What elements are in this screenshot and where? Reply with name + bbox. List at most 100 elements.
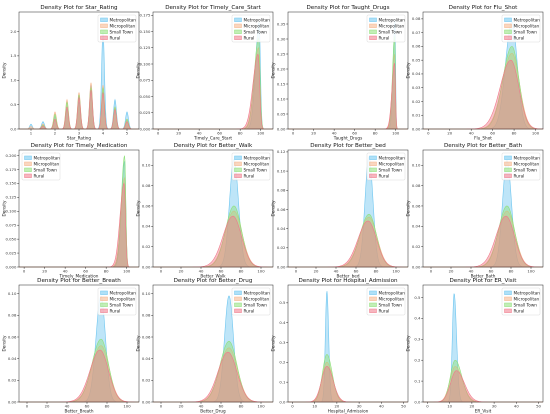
y-axis-label: Density (136, 62, 141, 78)
y-tick-label: 0.075 (6, 223, 17, 228)
x-tick-label: 0 (426, 404, 429, 409)
x-tick-label: 0 (430, 269, 433, 274)
legend-swatch (100, 290, 108, 295)
y-tick-label: 0.1 (279, 379, 286, 384)
y-axis-label: Density (136, 335, 141, 351)
y-axis-label: Density (271, 200, 276, 216)
y-tick-label: 0.10 (142, 163, 151, 168)
legend-label: Small Town (244, 302, 268, 307)
x-axis-label: Flu_Shot (474, 136, 492, 141)
legend-label: Micropolitan (244, 161, 270, 166)
y-tick-label: 0.06 (412, 203, 421, 208)
subplot-9: Density Plot for Better_Breath 0 20 40 60 80 1… (2, 278, 140, 414)
x-tick-label: 60 (354, 269, 359, 274)
legend-label: Rural (514, 308, 525, 313)
legend-label: Small Town (110, 29, 134, 34)
y-tick-label: 0.200 (6, 153, 17, 158)
legend-swatch (24, 155, 32, 160)
legend-label: Metropolitan (244, 290, 271, 295)
subplot-2: Density Plot for Timely_Care_Start 0 20 40 6… (136, 5, 274, 141)
y-tick-label: 0.03 (412, 85, 421, 90)
x-tick-label: 60 (490, 131, 495, 136)
y-tick-label: 0.2 (279, 360, 286, 365)
legend-label: Micropolitan (379, 23, 405, 28)
subplot-3: Density Plot for Taught_Drugs 0 20 40 60 80 10… (271, 5, 409, 141)
subplot-title: Density Plot for ER_Visit (450, 278, 518, 284)
y-tick-label: 0.025 (140, 110, 151, 115)
legend-label: Small Town (244, 29, 268, 34)
density-area-rural (19, 349, 139, 403)
y-axis-label: Density (271, 335, 276, 351)
y-tick-label: 0.05 (412, 57, 421, 62)
x-tick-label: 80 (374, 269, 379, 274)
x-axis-label: Better_Breath (64, 409, 93, 414)
legend-label: Small Town (379, 167, 403, 172)
subplot-title: Density Plot for Timely_Medication (31, 143, 128, 149)
legend-swatch (234, 308, 242, 313)
subplot-1: Density Plot for Star_Rating 1 2 3 4 5 0.0 0.5 1… (2, 5, 140, 141)
y-tick-label: 0.08 (8, 313, 17, 318)
legend-label: Metropolitan (379, 17, 406, 22)
legend-label: Rural (514, 173, 525, 178)
x-axis-label: Taught_Drugs (333, 136, 363, 141)
x-tick-label: 40 (197, 131, 202, 136)
subplot-title: Density Plot for Better_Bath (444, 143, 522, 149)
x-tick-label: 0 (160, 269, 163, 274)
x-tick-label: 20 (176, 131, 181, 136)
x-tick-label: 50 (401, 404, 406, 409)
y-tick-label: 0.4 (279, 320, 286, 325)
legend-swatch (234, 29, 242, 34)
legend-swatch (100, 23, 108, 28)
legend-label: Small Town (34, 167, 58, 172)
x-axis-label: Better_Bath (471, 274, 496, 279)
legend-label: Rural (110, 308, 121, 313)
legend-label: Rural (244, 173, 255, 178)
y-tick-label: 0.06 (142, 334, 151, 339)
legend-swatch (369, 17, 377, 22)
plot-frame (18, 149, 140, 268)
x-tick-label: 60 (217, 131, 222, 136)
y-axis-label: Density (2, 200, 7, 216)
legend-swatch (369, 161, 377, 166)
legend-label: Micropolitan (514, 296, 540, 301)
legend-swatch (100, 17, 108, 22)
legend-swatch (369, 290, 377, 295)
legend-swatch (504, 290, 512, 295)
y-tick-label: 0.08 (142, 183, 151, 188)
y-tick-label: 0.06 (8, 334, 17, 339)
x-axis-label: Better_Drug (200, 409, 226, 414)
legend-swatch (504, 308, 512, 313)
legend-label: Metropolitan (514, 290, 541, 295)
x-tick-label: 100 (392, 131, 400, 136)
x-tick-label: 0 (427, 131, 430, 136)
legend-swatch (100, 302, 108, 307)
legend-label: Small Town (379, 29, 403, 34)
y-tick-label: 0.10 (277, 168, 286, 173)
y-tick-label: 0.10 (8, 291, 17, 296)
y-tick-label: 0.175 (140, 13, 151, 18)
legend-swatch (100, 308, 108, 313)
plot-frame (287, 149, 409, 268)
y-tick-label: 0.00 (277, 126, 286, 131)
legend-label: Small Town (514, 302, 538, 307)
legend-swatch (504, 29, 512, 34)
x-tick-label: 80 (238, 131, 243, 136)
legend-swatch (504, 35, 512, 40)
legend-label: Micropolitan (514, 161, 540, 166)
x-tick-label: 0 (160, 404, 163, 409)
density-area-small-town (153, 205, 273, 268)
legend-swatch (369, 29, 377, 34)
y-tick-label: 0.07 (412, 30, 421, 35)
legend-swatch (504, 302, 512, 307)
y-tick-label: 0.050 (6, 236, 17, 241)
y-tick-label: 0.00 (412, 264, 421, 269)
x-tick-label: 40 (514, 404, 519, 409)
y-tick-label: 0.00 (277, 264, 286, 269)
x-tick-label: 40 (199, 404, 204, 409)
y-tick-label: 0.0 (414, 399, 421, 404)
subplot-12: Density Plot for ER_Visit 0 10 20 30 40 50 0.0 0… (406, 278, 544, 414)
plot-frame (287, 11, 409, 130)
